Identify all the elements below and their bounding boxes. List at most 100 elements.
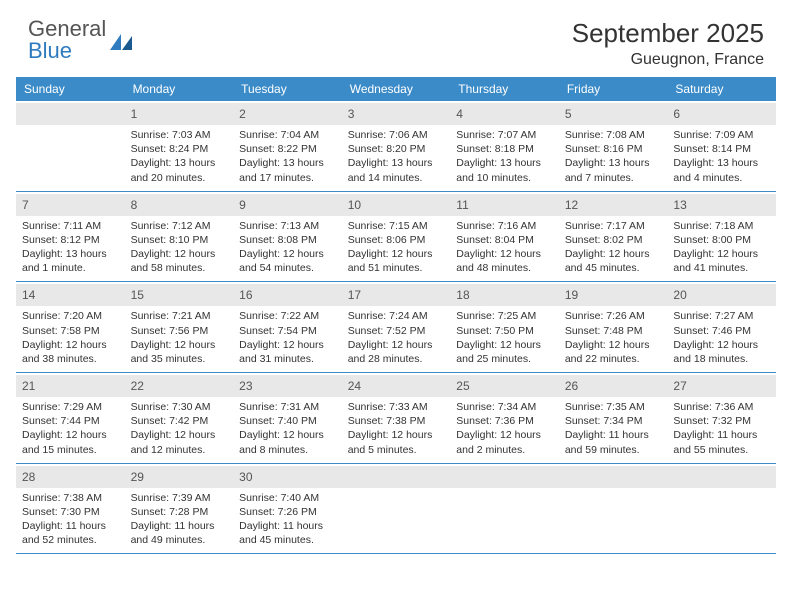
day-details: Sunrise: 7:09 AMSunset: 8:14 PMDaylight:… (673, 128, 770, 185)
daylight: Daylight: 11 hours and 45 minutes. (239, 519, 336, 547)
day-details: Sunrise: 7:34 AMSunset: 7:36 PMDaylight:… (456, 400, 553, 457)
day-number-row: 24 (342, 375, 451, 397)
sunrise: Sunrise: 7:08 AM (565, 128, 662, 142)
sunrise: Sunrise: 7:31 AM (239, 400, 336, 414)
sunrise: Sunrise: 7:17 AM (565, 219, 662, 233)
day-details: Sunrise: 7:03 AMSunset: 8:24 PMDaylight:… (131, 128, 228, 185)
daylight: Daylight: 12 hours and 48 minutes. (456, 247, 553, 275)
sunrise: Sunrise: 7:38 AM (22, 491, 119, 505)
day-number: 3 (348, 107, 355, 121)
sunset: Sunset: 7:46 PM (673, 324, 770, 338)
sunset: Sunset: 7:44 PM (22, 414, 119, 428)
day-number: 12 (565, 198, 578, 212)
day-number: 1 (131, 107, 138, 121)
day-number: 4 (456, 107, 463, 121)
day-number: 6 (673, 107, 680, 121)
daylight: Daylight: 12 hours and 22 minutes. (565, 338, 662, 366)
sail-icon (110, 32, 132, 48)
daylight: Daylight: 11 hours and 55 minutes. (673, 428, 770, 456)
day-details: Sunrise: 7:07 AMSunset: 8:18 PMDaylight:… (456, 128, 553, 185)
day-number-row: 13 (667, 194, 776, 216)
day-header-cell: Tuesday (233, 77, 342, 101)
day-number-row: 16 (233, 284, 342, 306)
sunset: Sunset: 7:54 PM (239, 324, 336, 338)
day-number: 29 (131, 470, 144, 484)
sunset: Sunset: 8:08 PM (239, 233, 336, 247)
day-number-row: 6 (667, 103, 776, 125)
sunrise: Sunrise: 7:35 AM (565, 400, 662, 414)
daylight: Daylight: 13 hours and 17 minutes. (239, 156, 336, 184)
sunrise: Sunrise: 7:11 AM (22, 219, 119, 233)
day-number: 2 (239, 107, 246, 121)
day-number: 20 (673, 288, 686, 302)
day-cell: 2 Sunrise: 7:04 AMSunset: 8:22 PMDaylight… (233, 101, 342, 191)
day-cell: 3Sunrise: 7:06 AMSunset: 8:20 PMDaylight… (342, 101, 451, 191)
day-number: 14 (22, 288, 35, 302)
daylight: Daylight: 11 hours and 52 minutes. (22, 519, 119, 547)
day-number-row: 20 (667, 284, 776, 306)
day-number: 24 (348, 379, 361, 393)
day-details: Sunrise: 7:16 AMSunset: 8:04 PMDaylight:… (456, 219, 553, 276)
day-cell: . (559, 464, 668, 554)
day-number-row: 7 (16, 194, 125, 216)
day-number-row: 3 (342, 103, 451, 125)
day-number-row: 18 (450, 284, 559, 306)
week-row: 21Sunrise: 7:29 AMSunset: 7:44 PMDayligh… (16, 373, 776, 464)
day-number-row: 28 (16, 466, 125, 488)
daylight: Daylight: 13 hours and 10 minutes. (456, 156, 553, 184)
sunset: Sunset: 8:02 PM (565, 233, 662, 247)
day-cell: 24Sunrise: 7:33 AMSunset: 7:38 PMDayligh… (342, 373, 451, 463)
title-block: September 2025 Gueugnon, France (572, 18, 764, 69)
day-details: Sunrise: 7:13 AMSunset: 8:08 PMDaylight:… (239, 219, 336, 276)
day-cell: 20Sunrise: 7:27 AMSunset: 7:46 PMDayligh… (667, 282, 776, 372)
sunrise: Sunrise: 7:24 AM (348, 309, 445, 323)
day-cell: 23Sunrise: 7:31 AMSunset: 7:40 PMDayligh… (233, 373, 342, 463)
daylight: Daylight: 12 hours and 35 minutes. (131, 338, 228, 366)
sunset: Sunset: 7:56 PM (131, 324, 228, 338)
sunrise: Sunrise: 7:20 AM (22, 309, 119, 323)
day-cell: 21Sunrise: 7:29 AMSunset: 7:44 PMDayligh… (16, 373, 125, 463)
day-header-cell: Friday (559, 77, 668, 101)
day-details: Sunrise: 7:39 AMSunset: 7:28 PMDaylight:… (131, 491, 228, 548)
day-details: Sunrise: 7:38 AMSunset: 7:30 PMDaylight:… (22, 491, 119, 548)
day-header-row: SundayMondayTuesdayWednesdayThursdayFrid… (16, 77, 776, 101)
day-number-row: . (667, 466, 776, 488)
sunrise: Sunrise: 7:18 AM (673, 219, 770, 233)
sunset: Sunset: 8:22 PM (239, 142, 336, 156)
sunset: Sunset: 8:14 PM (673, 142, 770, 156)
sunrise: Sunrise: 7:04 AM (239, 128, 336, 142)
sunrise: Sunrise: 7:34 AM (456, 400, 553, 414)
day-cell: 13Sunrise: 7:18 AMSunset: 8:00 PMDayligh… (667, 192, 776, 282)
daylight: Daylight: 12 hours and 54 minutes. (239, 247, 336, 275)
sunrise: Sunrise: 7:30 AM (131, 400, 228, 414)
day-header-cell: Sunday (16, 77, 125, 101)
day-details: Sunrise: 7:22 AMSunset: 7:54 PMDaylight:… (239, 309, 336, 366)
sunrise: Sunrise: 7:25 AM (456, 309, 553, 323)
sunrise: Sunrise: 7:36 AM (673, 400, 770, 414)
day-number-row: 8 (125, 194, 234, 216)
day-number: 15 (131, 288, 144, 302)
day-number: 17 (348, 288, 361, 302)
day-number: 26 (565, 379, 578, 393)
day-cell: . (342, 464, 451, 554)
day-details: Sunrise: 7:04 AMSunset: 8:22 PMDaylight:… (239, 128, 336, 185)
sunset: Sunset: 8:06 PM (348, 233, 445, 247)
day-number-row: . (559, 466, 668, 488)
day-header-cell: Saturday (667, 77, 776, 101)
sunrise: Sunrise: 7:12 AM (131, 219, 228, 233)
calendar: SundayMondayTuesdayWednesdayThursdayFrid… (0, 77, 792, 554)
sunrise: Sunrise: 7:15 AM (348, 219, 445, 233)
sunset: Sunset: 8:10 PM (131, 233, 228, 247)
day-number: 13 (673, 198, 686, 212)
day-number-row: 14 (16, 284, 125, 306)
day-details: Sunrise: 7:21 AMSunset: 7:56 PMDaylight:… (131, 309, 228, 366)
brand-part2: Blue (28, 38, 72, 63)
day-cell: 29 Sunrise: 7:39 AMSunset: 7:28 PMDayligh… (125, 464, 234, 554)
day-number: 21 (22, 379, 35, 393)
daylight: Daylight: 12 hours and 18 minutes. (673, 338, 770, 366)
day-number: 11 (456, 198, 468, 212)
day-details: Sunrise: 7:30 AMSunset: 7:42 PMDaylight:… (131, 400, 228, 457)
daylight: Daylight: 12 hours and 28 minutes. (348, 338, 445, 366)
day-header-cell: Thursday (450, 77, 559, 101)
daylight: Daylight: 13 hours and 20 minutes. (131, 156, 228, 184)
